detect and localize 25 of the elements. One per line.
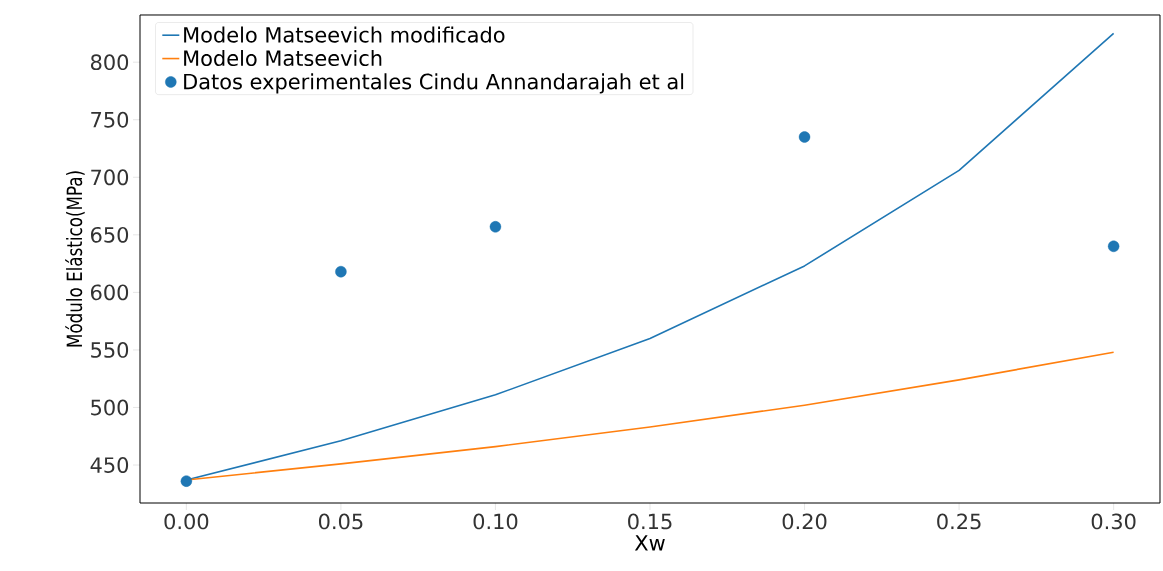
y-tick-label: 800 (90, 54, 129, 71)
x-tick-label: 0.20 (782, 513, 827, 530)
point (489, 221, 502, 233)
point (335, 265, 347, 278)
x-tick-label: 0.05 (318, 513, 363, 530)
x-tick-label: 0.25 (937, 513, 981, 530)
x-tick-label: 0.30 (1091, 513, 1136, 530)
y-tick-label: 700 (91, 169, 129, 186)
point (180, 475, 193, 487)
x-tick-label: 0.10 (473, 513, 518, 530)
x-tick-label: 0.00 (164, 513, 209, 530)
point (1107, 240, 1120, 253)
y-axis-title: Módulo Elástico(MPa) (65, 171, 85, 347)
y-tick-label: 750 (91, 111, 129, 128)
y-tick-label: 550 (91, 342, 129, 358)
x-tick-label: 0.15 (628, 513, 672, 530)
legend-label: Modelo Matseevich modificado (184, 26, 505, 43)
y-tick-label: 500 (91, 399, 129, 416)
legend-label: Datos experimentales Cindu Annandarajah et al (184, 73, 684, 94)
y-tick-label: 600 (91, 284, 129, 301)
y-tick-label: 650 (91, 226, 129, 243)
legend-label: Modelo Matseevich (184, 49, 382, 67)
x-axis-title: Xw (634, 535, 665, 551)
y-tick-label: 450 (90, 457, 129, 473)
point (798, 131, 811, 143)
